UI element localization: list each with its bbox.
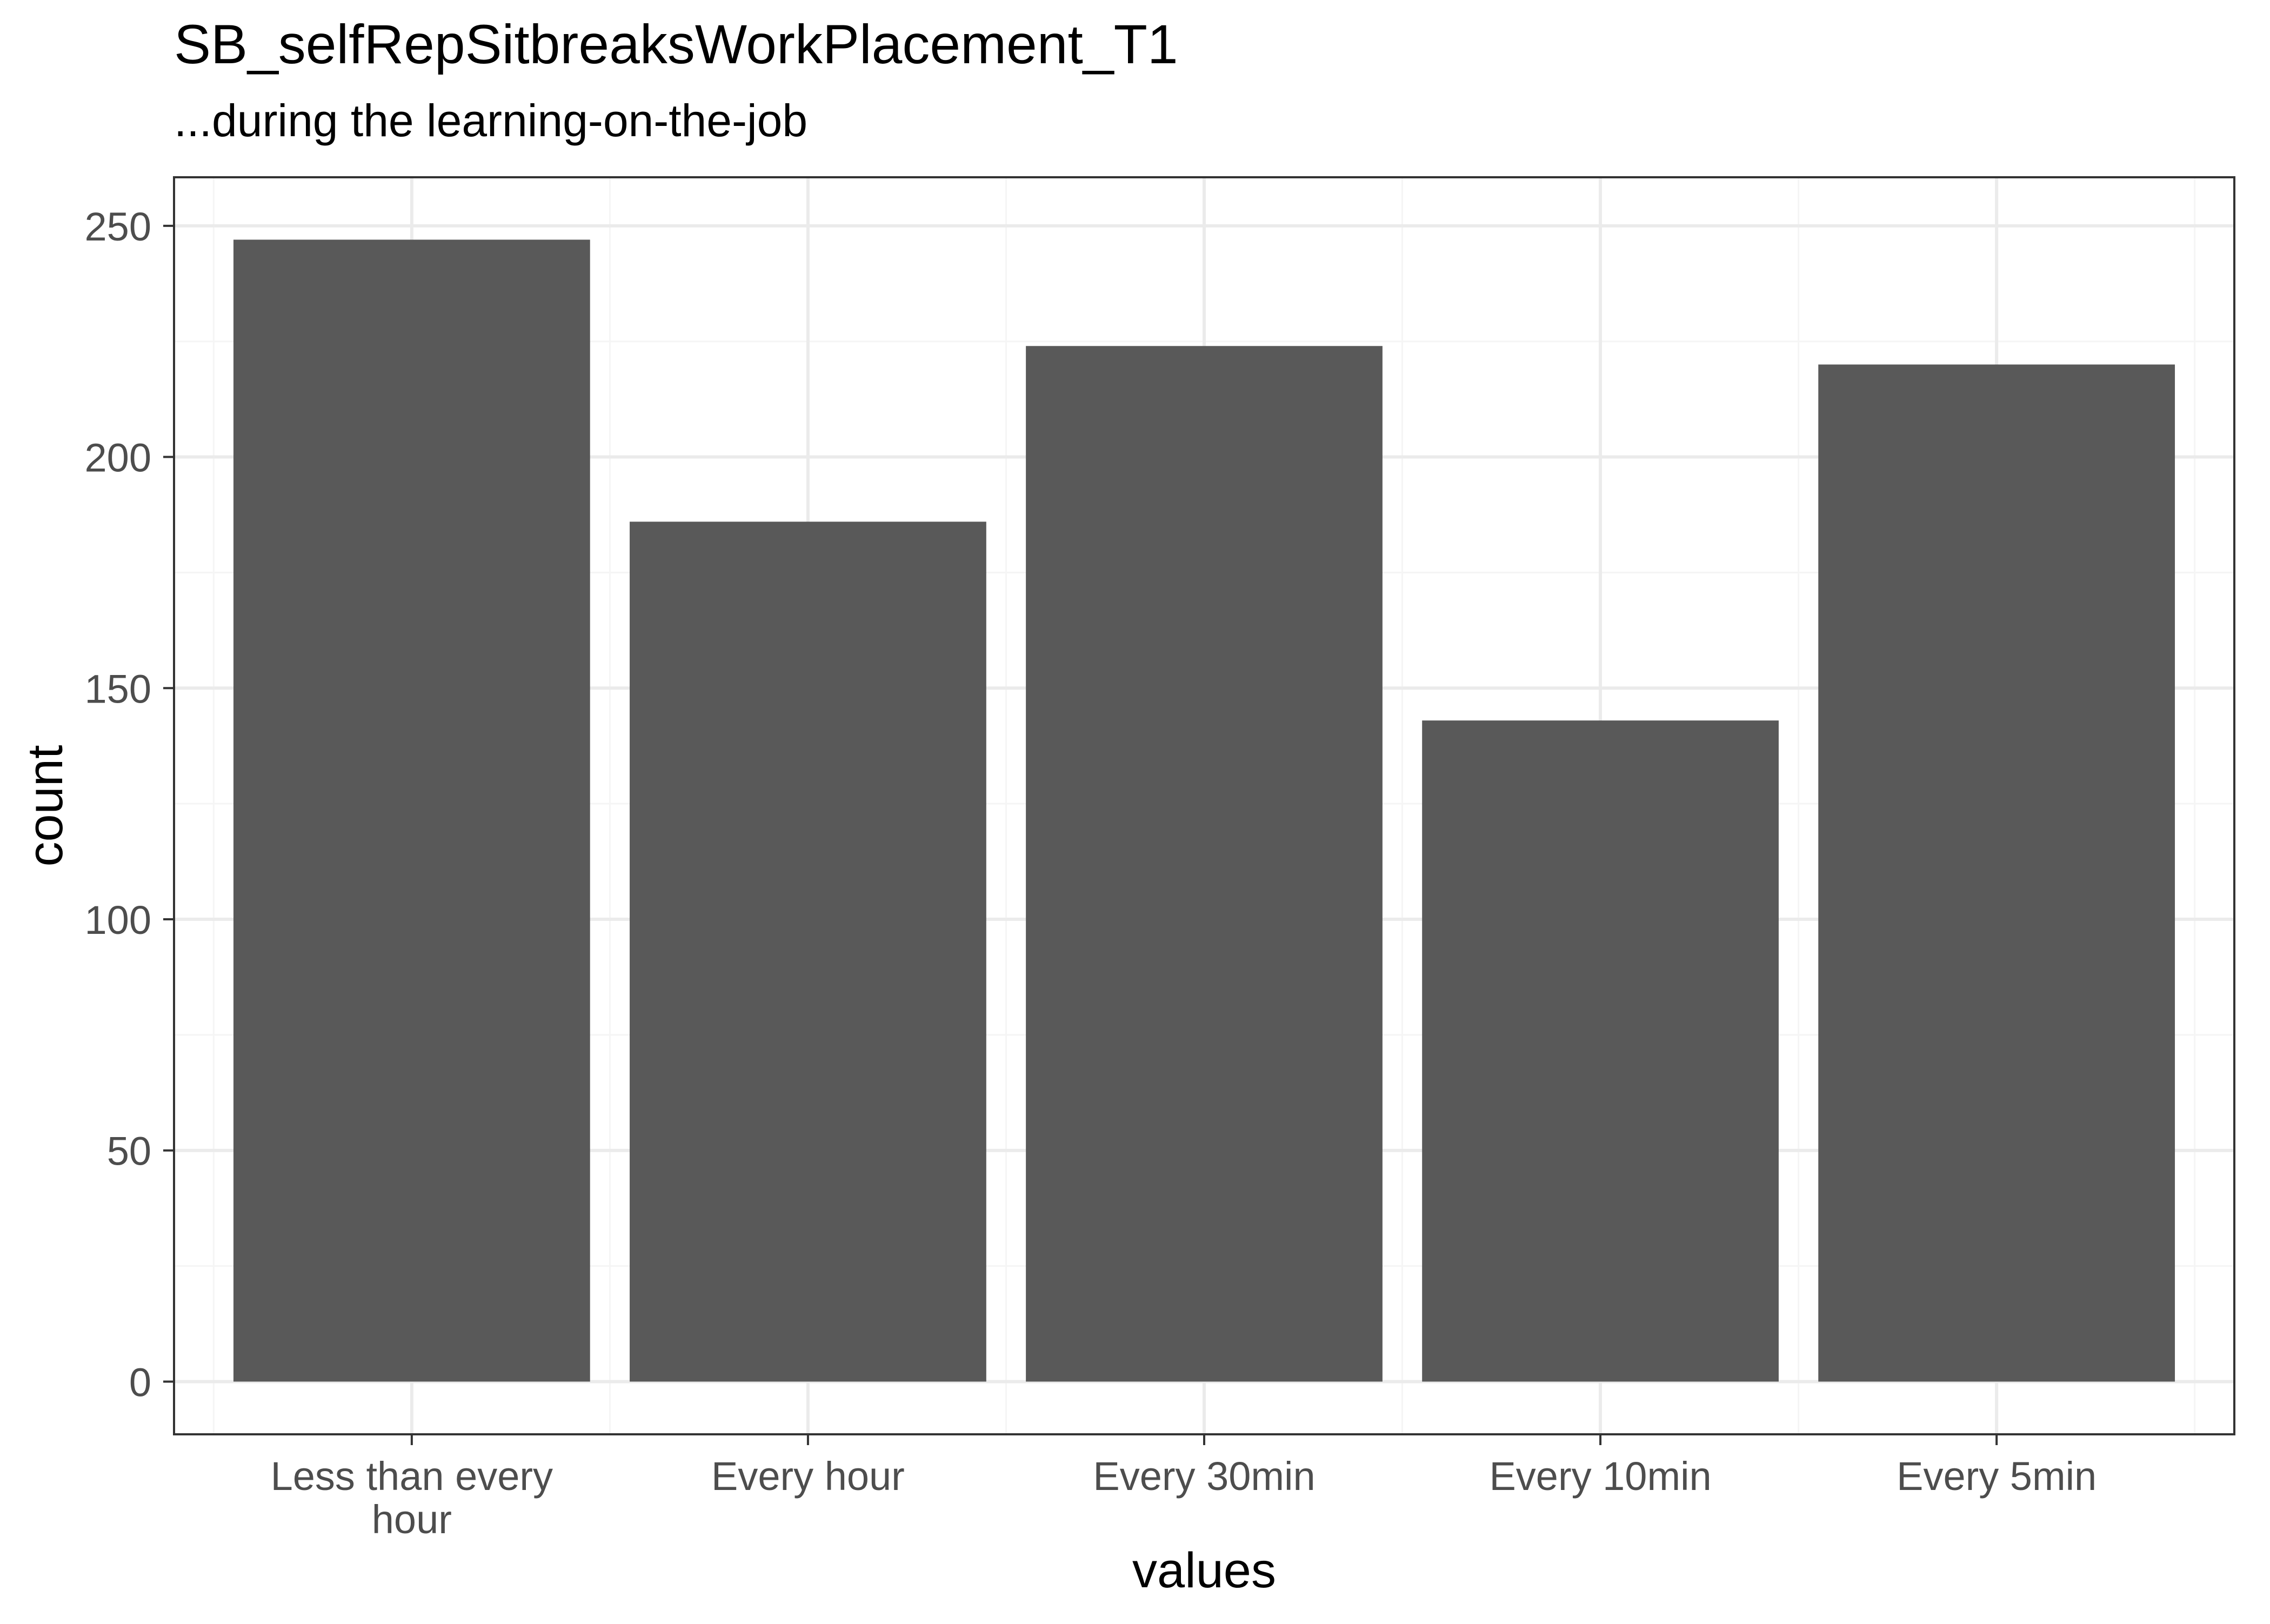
chart-subtitle: ...during the learning-on-the-job <box>174 95 807 146</box>
x-tick-label-line: Every 10min <box>1489 1454 1711 1499</box>
x-tick-label-line: Every hour <box>711 1454 905 1499</box>
y-tick-label: 50 <box>107 1129 151 1174</box>
x-tick-label: Every 10min <box>1489 1454 1711 1499</box>
x-tick-label: Every 30min <box>1093 1454 1315 1499</box>
x-tick-label-line: Every 5min <box>1897 1454 2097 1499</box>
x-tick-label: Every hour <box>711 1454 905 1499</box>
x-axis: Less than every hour Every hour Every 30min… <box>271 1434 2097 1542</box>
x-tick-label: Less than every hour <box>271 1454 553 1542</box>
y-tick-label: 200 <box>85 436 151 480</box>
bar <box>1026 346 1383 1382</box>
x-tick-label-line: Every 30min <box>1093 1454 1315 1499</box>
y-tick-label: 150 <box>85 666 151 711</box>
y-tick-label: 250 <box>85 204 151 249</box>
bar <box>233 239 590 1382</box>
x-axis-title: values <box>1132 1543 1276 1598</box>
y-axis-title: count <box>18 745 73 866</box>
x-tick-label-line: hour <box>372 1497 452 1542</box>
y-tick-label: 100 <box>85 898 151 943</box>
bar <box>1422 720 1779 1382</box>
y-axis: 0 50 100 150 200 250 <box>85 204 174 1405</box>
chart-title: SB_selfRepSitbreaksWorkPlacement_T1 <box>174 14 1178 75</box>
bar <box>1818 364 2175 1382</box>
plot-panel-border <box>173 176 2235 1435</box>
x-tick-label: Every 5min <box>1897 1454 2097 1499</box>
y-tick-label: 0 <box>129 1360 151 1405</box>
bars <box>233 239 2175 1382</box>
x-tick-label-line: Less than every <box>271 1454 553 1499</box>
bar <box>630 522 986 1382</box>
